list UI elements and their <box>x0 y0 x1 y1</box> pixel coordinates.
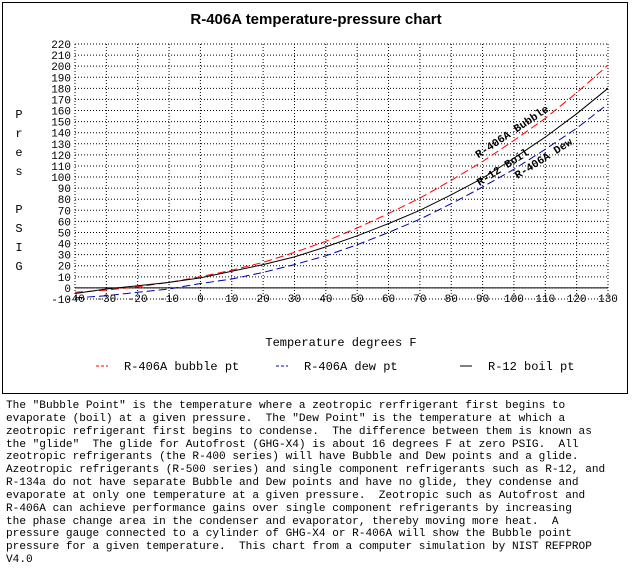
legend-label: R-406A dew pt <box>304 360 398 374</box>
y-tick-label: -10 <box>51 295 71 307</box>
series-line-3 <box>74 87 609 294</box>
tick-label-layer: -100102030405060708090100110120130140150… <box>51 40 618 307</box>
y-tick-label: 220 <box>51 40 71 52</box>
x-tick-label: 80 <box>445 294 458 306</box>
y-tick-label: 60 <box>58 217 71 229</box>
x-tick-label: 90 <box>476 294 489 306</box>
y-tick-label: 40 <box>58 240 71 252</box>
y-axis-label-letter: e <box>15 146 22 160</box>
x-tick-label: -10 <box>159 294 179 306</box>
y-tick-label: 130 <box>51 140 71 152</box>
y-tick-label: 120 <box>51 151 71 163</box>
y-tick-label: 150 <box>51 118 71 130</box>
series-line-2 <box>74 103 609 299</box>
x-axis-label: Temperature degrees F <box>265 336 416 350</box>
y-tick-label: 70 <box>58 206 71 218</box>
x-tick-label: 20 <box>257 294 270 306</box>
y-tick-label: 20 <box>58 262 71 274</box>
legend: R-406A bubble pt R-406A dew pt R-12 boil p… <box>96 360 574 374</box>
x-tick-label: 110 <box>535 294 555 306</box>
x-tick-label: 40 <box>319 294 332 306</box>
y-axis-label-letter: I <box>15 241 22 255</box>
x-tick-label: 0 <box>197 294 204 306</box>
x-tick-label: -30 <box>96 294 116 306</box>
legend-label: R-406A bubble pt <box>124 360 239 374</box>
y-tick-label: 30 <box>58 251 71 263</box>
y-axis-label-letter: G <box>15 260 22 274</box>
y-tick-label: 0 <box>64 284 71 296</box>
y-tick-label: 100 <box>51 173 71 185</box>
y-axis-label-letter: r <box>15 127 22 141</box>
x-tick-label: 10 <box>225 294 238 306</box>
x-tick-label: -20 <box>128 294 148 306</box>
y-tick-label: 190 <box>51 73 71 85</box>
y-tick-label: 170 <box>51 95 71 107</box>
y-axis-label-letter: P <box>15 203 22 217</box>
chart-title: R-406A temperature-pressure chart <box>190 11 441 28</box>
y-axis-label-letter: S <box>15 222 22 236</box>
x-tick-label: 100 <box>504 294 524 306</box>
y-axis-label-letter: s <box>15 165 22 179</box>
series-layer <box>74 64 609 299</box>
chart-frame: R-406A temperature-pressure chart -10 0 10… <box>2 2 628 394</box>
x-tick-label: 120 <box>567 294 587 306</box>
y-tick-label: 110 <box>51 162 71 174</box>
y-tick-label: 80 <box>58 195 71 207</box>
explanation-text: The "Bubble Point" is the temperature wh… <box>6 400 606 567</box>
x-tick-label: 30 <box>288 294 301 306</box>
x-tick-label: 130 <box>598 294 618 306</box>
y-tick-label: 210 <box>51 51 71 63</box>
x-tick-label: 60 <box>382 294 395 306</box>
x-tick-label: 70 <box>413 294 426 306</box>
y-tick-label: 50 <box>58 228 71 240</box>
y-tick-label: 200 <box>51 62 71 74</box>
chart-canvas: R-406A temperature-pressure chart -10010… <box>15 11 618 374</box>
legend-label: R-12 boil pt <box>488 360 574 374</box>
y-tick-label: 160 <box>51 107 71 119</box>
y-tick-label: 180 <box>51 84 71 96</box>
x-tick-label: -40 <box>65 294 85 306</box>
y-tick-label: 140 <box>51 129 71 141</box>
y-axis-label-letter: P <box>15 108 22 122</box>
x-tick-label: 50 <box>351 294 364 306</box>
y-tick-label: 90 <box>58 184 71 196</box>
y-tick-label: 10 <box>58 273 71 285</box>
